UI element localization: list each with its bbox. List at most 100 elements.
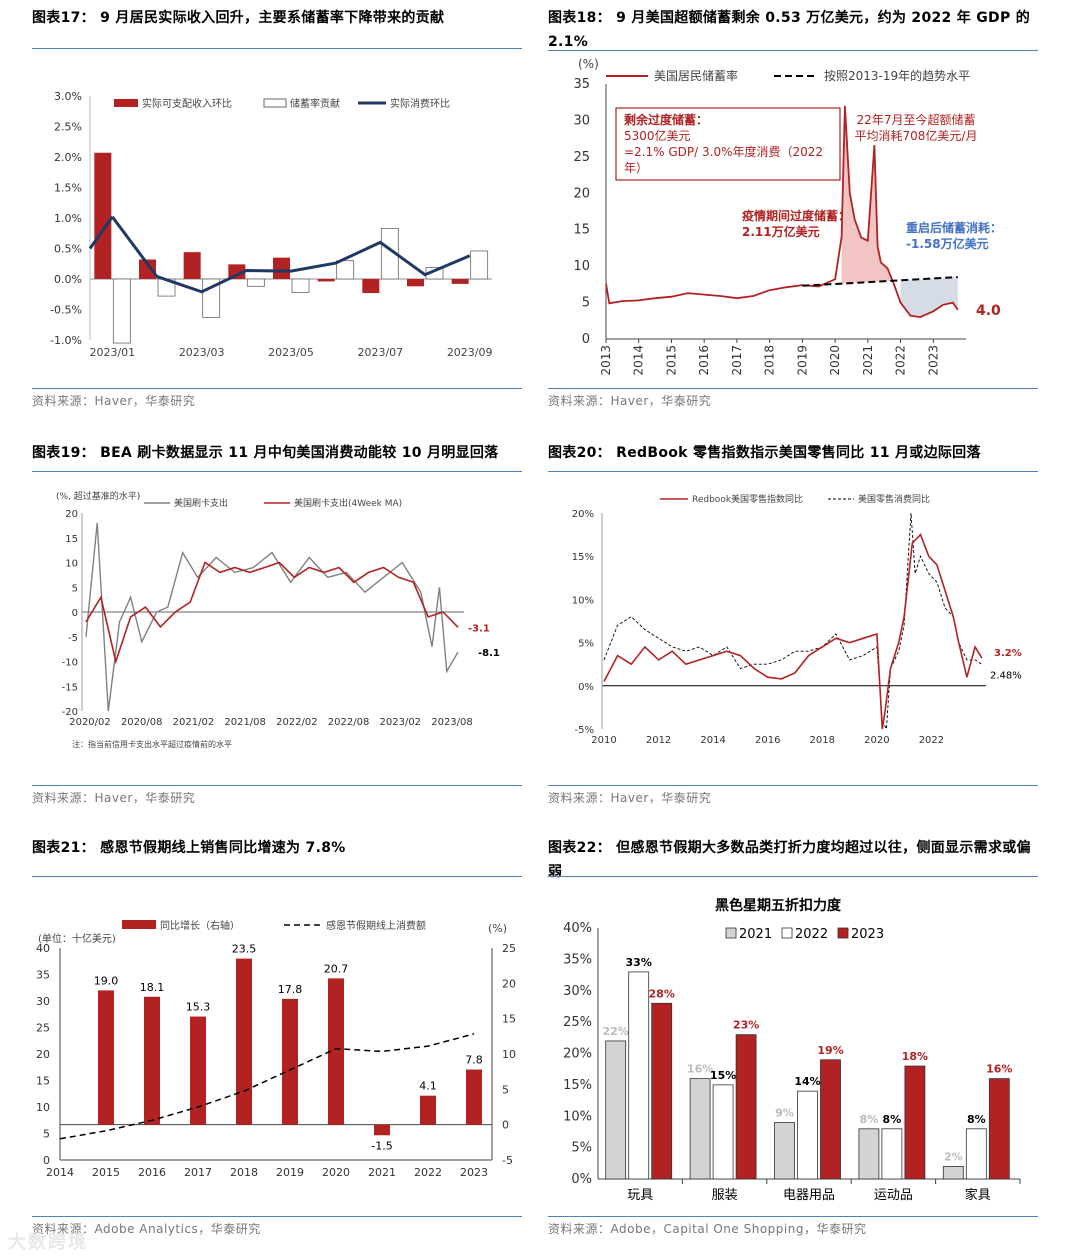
chart17-bar-income (273, 257, 290, 279)
chart22-legend-swatch (837, 927, 849, 939)
chart19-xtick: 2020/08 (121, 717, 163, 728)
chart17-xtick: 2023/01 (89, 346, 135, 359)
chart21-left-ytick: 40 (36, 942, 50, 955)
chart17-line-consumption (111, 215, 471, 294)
chart22-bar-2023 (904, 1065, 926, 1180)
chart17-ytick: -0.5% (50, 304, 82, 317)
chart21-bar-growth (420, 1095, 436, 1125)
chart19-xtick: 2022/02 (276, 717, 318, 728)
chart18-annotation: 22年7月至今超额储蓄 (857, 112, 976, 127)
chart18-area-excess-saving (841, 105, 894, 285)
panel-chart22: 图表22： 但感恩节假期大多数品类打折力度均超过以往，侧面显示需求或偏弱 黑色星… (548, 830, 1048, 1236)
chart20-end-label-redbook: 3.2% (994, 648, 1022, 659)
chart20-xtick: 2014 (700, 735, 725, 746)
chart19-ytick: 0 (72, 608, 78, 619)
chart22-bar-2023 (651, 1002, 673, 1180)
chart17-ytick: -1.0% (50, 334, 82, 347)
chart21-xtick: 2022 (414, 1166, 442, 1179)
chart17-bar-income (451, 279, 469, 284)
chart18-ytick: 0 (582, 332, 590, 347)
chart18-annotation: 疫情期间过度储蓄： (742, 208, 850, 223)
chart21-legend-label: 同比增长（右轴） (160, 919, 240, 932)
chart17-top-rule (32, 48, 522, 49)
chart22-ytick: 15% (563, 1078, 592, 1093)
chart17-legend-label: 储蓄率贡献 (290, 97, 340, 110)
chart19-legend-label: 美国刷卡支出 (174, 497, 228, 509)
chart18-annotation: 年） (624, 161, 648, 175)
chart18-xtick: 2014 (632, 345, 646, 376)
chart20-xtick: 2012 (646, 735, 671, 746)
chart17-legend-label: 实际消费环比 (390, 97, 450, 110)
chart17-bar-income (228, 264, 246, 279)
chart20-ytick: 15% (572, 552, 594, 563)
chart19-ytick: 15 (65, 534, 78, 545)
chart22-xtick: 服装 (712, 1188, 738, 1203)
chart22-xtick: 运动品 (874, 1188, 913, 1203)
chart21-xtick: 2021 (368, 1166, 396, 1179)
chart22-bar-label: 22% (603, 1025, 629, 1038)
chart17-bar-saving (112, 278, 131, 344)
chart18-annotation: =2.1% GDP/ 3.0%年度消费（2022 (624, 144, 823, 159)
chart20-bottom-rule (548, 785, 1038, 786)
panel-chart21: 图表21： 感恩节假期线上销售同比增速为 7.8% (单位：十亿美元) (%) 40… (32, 830, 532, 1236)
chart17-bar-income (139, 259, 156, 279)
chart21-bar-label: 23.5 (232, 943, 257, 956)
chart22-bar-2022 (965, 1128, 987, 1180)
chart20-ytick: -5% (575, 725, 594, 736)
panel-chart18: 图表18： 9 月美国超额储蓄剩余 0.53 万亿美元，约为 2022 年 GD… (548, 0, 1048, 408)
chart22-bar-label: 23% (733, 1019, 759, 1032)
chart17-ytick: 2.5% (54, 121, 82, 134)
chart18-area-saving-drawdown (900, 277, 958, 318)
chart18-ytick: 20 (573, 186, 590, 201)
chart21-top-rule (32, 876, 522, 877)
chart21-right-ytick: 10 (502, 1048, 516, 1061)
chart22-plot: 黑色星期五折扣力度 40% 35% 30% 25% 20% 15% 10% 5% 0% 玩具 22% 3… (563, 897, 1021, 1203)
chart17-source: 资料来源：Haver，华泰研究 (32, 394, 196, 408)
chart19-ytick: 5 (72, 583, 78, 594)
chart18-annotation: -1.58万亿美元 (906, 236, 989, 251)
chart20-ytick: 20% (572, 509, 594, 520)
chart18-annotation-box (615, 107, 841, 181)
chart21-xtick: 2017 (184, 1166, 212, 1179)
chart18-xtick: 2020 (828, 345, 842, 376)
chart22-bar-2023 (820, 1059, 841, 1180)
chart22-top-rule (548, 876, 1038, 877)
panel-chart20: 图表20： RedBook 零售指数指示美国零售同比 11 月或边际回落 20%… (548, 435, 1048, 840)
panel-chart17: 图表17： 9 月居民实际收入回升，主要系储蓄率下降带来的贡献 3.0% 2.5%… (32, 0, 532, 408)
chart19-ytick: -15 (62, 682, 78, 693)
chart21-left-ytick: 35 (36, 969, 50, 982)
chart22-bar-2021 (942, 1166, 964, 1180)
chart20-title: 图表20： RedBook 零售指数指示美国零售同比 11 月或边际回落 (548, 445, 981, 461)
chart21-plot: (单位：十亿美元)(%)40353025201510502520151050-5… (36, 919, 516, 1179)
chart22-ytick: 20% (563, 1047, 592, 1062)
chart21-left-ytick: 10 (36, 1101, 50, 1114)
chart17-ytick: 2.0% (54, 151, 82, 164)
chart21-bar-label: 17.8 (278, 983, 303, 996)
chart22-bar-2022 (797, 1090, 818, 1180)
chart22-xtick: 家具 (965, 1187, 991, 1203)
chart22-bar-label: 18% (902, 1050, 928, 1063)
chart17-ytick: 1.0% (54, 212, 82, 225)
chart22-bar-label: 15% (710, 1069, 736, 1082)
chart22-bar-label: 8% (883, 1113, 902, 1126)
chart22-bar-2022 (881, 1128, 903, 1180)
chart18-xtick: 2013 (599, 345, 613, 376)
chart21-bar-label: 20.7 (324, 962, 349, 975)
chart17-bottom-rule (32, 388, 522, 389)
chart18-ytick: 10 (573, 259, 590, 274)
chart21-xtick: 2018 (230, 1166, 258, 1179)
chart22-legend-swatch (725, 927, 737, 939)
chart21-bar-label: 4.1 (419, 1080, 437, 1093)
chart21-bar-growth (374, 1124, 390, 1136)
chart21-right-unit: (%) (488, 922, 507, 935)
chart21-bar-label: 19.0 (94, 974, 119, 987)
chart20-top-rule (548, 471, 1038, 472)
chart19-title: 图表19： BEA 刷卡数据显示 11 月中旬美国消费动能较 10 月明显回落 (32, 445, 499, 461)
chart21-xtick: 2020 (322, 1166, 350, 1179)
chart19-note: 注：指当前信用卡支出水平超过疫情前的水平 (72, 739, 232, 749)
chart22-bar-label: 14% (794, 1075, 820, 1088)
chart21-bar-growth (144, 996, 160, 1125)
panel-chart19: 图表19： BEA 刷卡数据显示 11 月中旬美国消费动能较 10 月明显回落 … (32, 435, 532, 840)
chart18-xtick: 2016 (697, 345, 711, 376)
